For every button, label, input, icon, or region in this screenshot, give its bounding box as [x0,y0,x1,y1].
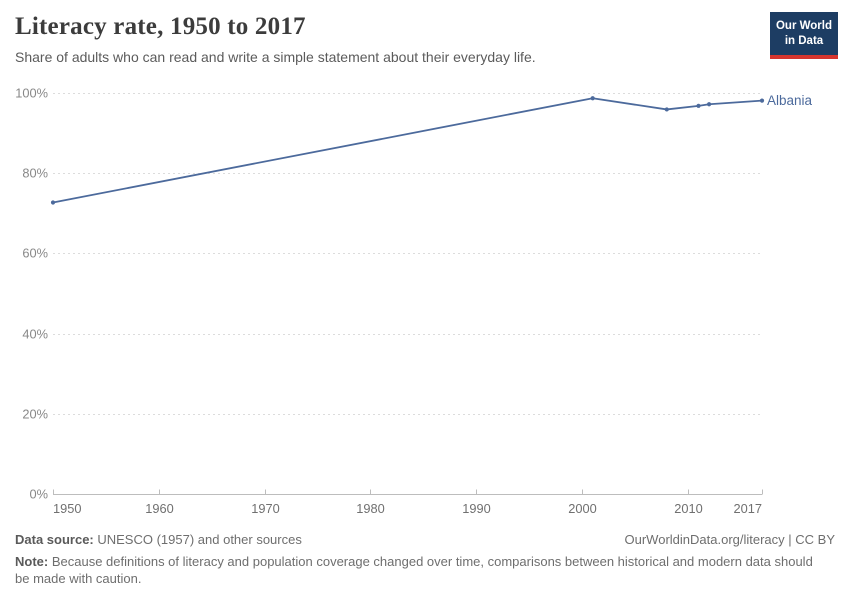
chart-note: Note: Because definitions of literacy an… [15,553,815,588]
logo-line2: in Data [784,34,824,47]
x-axis-tick-label: 1950 [53,501,81,516]
data-source: Data source: UNESCO (1957) and other sou… [15,531,302,549]
data-point[interactable] [664,107,669,112]
chart-header: Literacy rate, 1950 to 2017 Share of adu… [15,12,760,66]
y-axis-tick-label: 80% [22,166,48,181]
y-axis-tick-label: 0% [30,487,49,502]
data-point[interactable] [706,102,712,107]
x-axis-tick-label: 1990 [462,501,490,516]
y-axis-tick-label: 20% [22,407,48,422]
data-point[interactable] [50,200,56,205]
x-axis-tick-label: 1980 [356,501,384,516]
chart-title: Literacy rate, 1950 to 2017 [15,13,306,40]
x-axis-tick-label: 2000 [568,501,596,516]
note-text: Because definitions of literacy and popu… [15,553,813,587]
data-point[interactable] [590,96,595,101]
x-axis-tick-label: 1970 [251,501,279,516]
data-line[interactable] [52,97,763,204]
x-axis-tick-label: 2017 [734,501,762,516]
owid-logo[interactable]: Our World in Data [770,12,838,59]
x-axis-tick-label: 1960 [145,501,173,516]
y-axis-tick-label: 100% [15,86,48,101]
data-point[interactable] [696,103,701,108]
data-source-text: UNESCO (1957) and other sources [93,532,302,547]
y-axis-tick-label: 40% [22,327,48,342]
logo-line1: Our World [775,20,832,32]
data-point[interactable] [759,98,765,103]
series-label[interactable]: Albania [767,93,813,108]
x-axis-tick-label: 2010 [674,501,702,516]
note-label: Note: [15,553,49,569]
chart-footer: Data source: UNESCO (1957) and other sou… [15,531,835,588]
data-source-label: Data source: [15,532,94,547]
chart-subtitle: Share of adults who can read and write a… [15,49,536,65]
attribution-link[interactable]: OurWorldinData.org/literacy | CC BY [624,532,835,547]
y-axis-tick-label: 60% [22,246,48,261]
